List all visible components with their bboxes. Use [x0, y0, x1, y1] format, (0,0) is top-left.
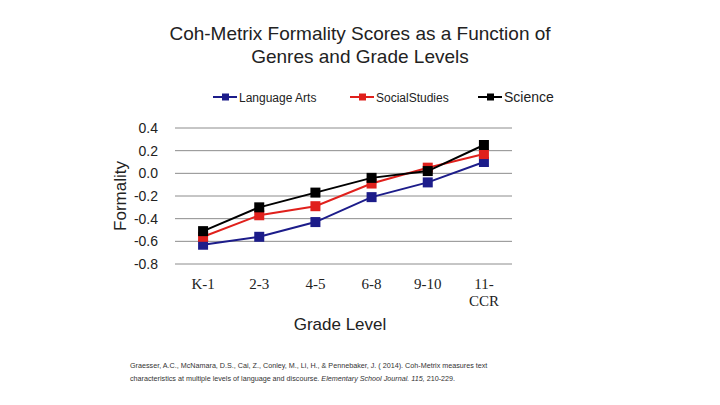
x-tick-line: 11- [474, 276, 493, 292]
x-tick-line: 4-5 [305, 276, 325, 292]
citation-part: characteristics at multiple levels of la… [130, 374, 319, 383]
legend-entry: Language Arts [213, 91, 316, 105]
x-tick-label: 11-CCR [469, 276, 499, 309]
x-tick-line: CCR [469, 293, 499, 309]
legend-entry: SocialStudies [350, 91, 449, 105]
y-tick-label: -0.8 [134, 256, 158, 272]
chart: Coh-Metrix Formality Scores as a Functio… [0, 0, 720, 405]
citation-line: characteristics at multiple levels of la… [130, 374, 455, 383]
citation-part: Elementary School Journal. 115, [319, 374, 424, 383]
series-marker [310, 201, 320, 211]
series-line [203, 145, 484, 231]
citation: Graesser, A.C., McNamara, D.S., Cai, Z.,… [130, 361, 487, 370]
y-tick-label: -0.4 [134, 211, 158, 227]
y-tick-label: 0.0 [139, 165, 159, 181]
x-tick-label: K-1 [191, 276, 214, 292]
x-tick-line: K-1 [191, 276, 214, 292]
grid-line [175, 173, 512, 174]
x-tick-line: 9-10 [414, 276, 442, 292]
title-line: Genres and Grade Levels [251, 46, 469, 67]
grid-line [175, 128, 512, 129]
legend-marker [487, 94, 494, 101]
series-marker [423, 177, 433, 187]
grid-line [175, 264, 512, 265]
series-marker [367, 173, 377, 183]
x-tick-label: 4-5 [305, 276, 325, 292]
y-axis-label: Formality [111, 161, 130, 231]
y-tick-label: -0.6 [134, 233, 158, 249]
title-line: Coh-Metrix Formality Scores as a Functio… [169, 23, 551, 44]
legend-marker [222, 94, 229, 101]
background [0, 0, 720, 405]
y-tick-label: 0.2 [139, 143, 159, 159]
plot-area [198, 140, 489, 250]
series-marker [254, 202, 264, 212]
series-marker [367, 192, 377, 202]
series-marker [479, 149, 489, 159]
legend-label: Science [504, 89, 554, 105]
series-marker [254, 232, 264, 242]
y-tick-label: -0.2 [134, 188, 158, 204]
x-axis-label: Grade Level [294, 315, 387, 334]
title: Coh-Metrix Formality Scores as a Functio… [169, 23, 551, 67]
x-tick-label: 2-3 [249, 276, 269, 292]
grid-line [175, 150, 512, 151]
legend-entry: Science [478, 89, 554, 105]
series-marker [479, 140, 489, 150]
x-tick-label: 9-10 [414, 276, 442, 292]
legend-label: Language Arts [239, 91, 316, 105]
legend-label: SocialStudies [376, 91, 449, 105]
series-line [203, 154, 484, 237]
series-marker [423, 166, 433, 176]
x-tick-label: 6-8 [362, 276, 382, 292]
x-tick-line: 2-3 [249, 276, 269, 292]
grid-line [175, 218, 512, 219]
series-line [203, 162, 484, 245]
x-tick-line: 6-8 [362, 276, 382, 292]
y-tick-label: 0.4 [139, 120, 159, 136]
series-marker [310, 188, 320, 198]
series-marker [310, 217, 320, 227]
citation-part: 210-229. [425, 374, 455, 383]
series-marker [198, 226, 208, 236]
legend-marker [359, 94, 366, 101]
